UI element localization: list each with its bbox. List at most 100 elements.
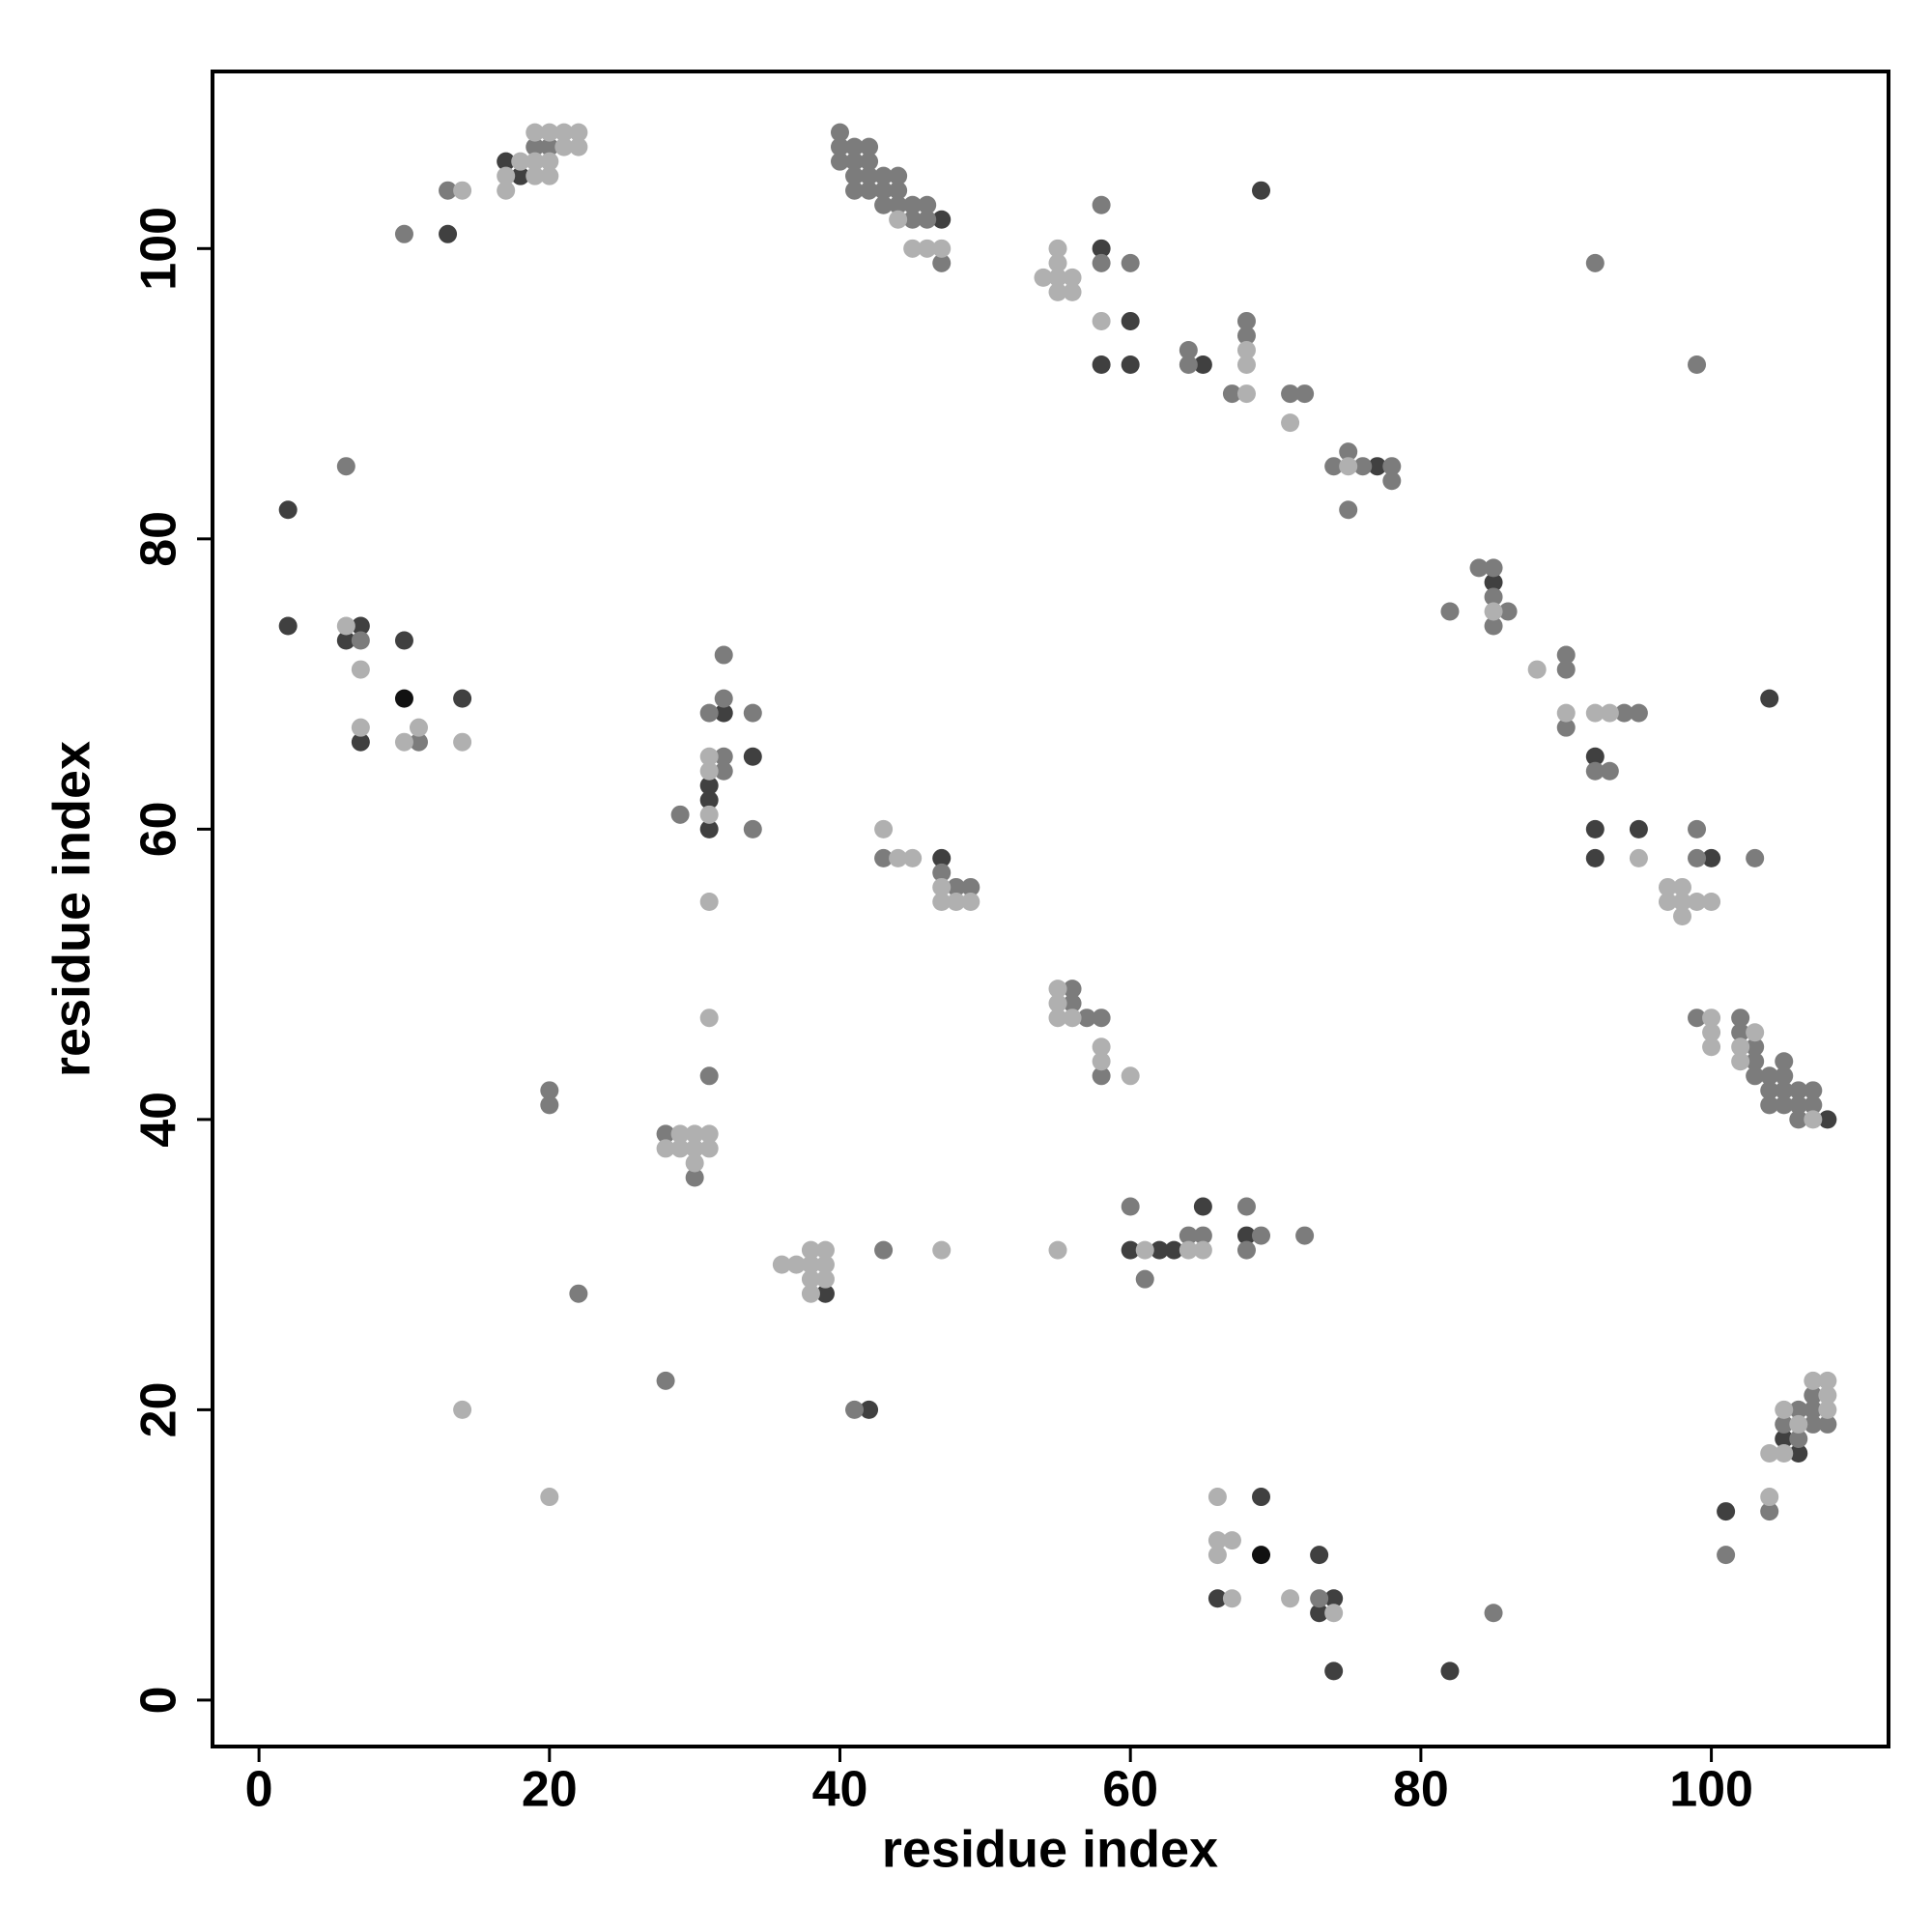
y-tick-label: 100 (131, 207, 187, 291)
point (1600, 761, 1619, 781)
point (801, 1255, 820, 1274)
point (801, 1240, 820, 1260)
point (656, 1371, 675, 1390)
point (699, 819, 719, 838)
point (1135, 1269, 1154, 1289)
point (1121, 253, 1140, 272)
point (815, 1269, 835, 1289)
point (1281, 1589, 1300, 1608)
point (1804, 1081, 1823, 1100)
point (918, 210, 937, 229)
point (394, 224, 413, 243)
point (1236, 326, 1256, 345)
point (336, 457, 355, 476)
point (439, 224, 458, 243)
point (699, 892, 719, 911)
point (961, 877, 980, 896)
point (1222, 384, 1241, 404)
point (874, 181, 894, 200)
point (1281, 413, 1300, 433)
point (1164, 1240, 1183, 1260)
point (540, 1081, 559, 1100)
point (526, 137, 545, 156)
point (860, 1400, 879, 1419)
point (1121, 355, 1140, 375)
point (540, 166, 559, 185)
point (961, 892, 980, 911)
point (1789, 1400, 1808, 1419)
point (889, 166, 908, 185)
point (1702, 1009, 1721, 1028)
point (1688, 819, 1707, 838)
point (830, 152, 849, 171)
point (1804, 1371, 1823, 1390)
point (394, 631, 413, 650)
point (874, 195, 894, 214)
point (554, 137, 574, 156)
point (409, 718, 428, 737)
point (336, 631, 355, 650)
point (860, 181, 879, 200)
point (569, 137, 588, 156)
point (685, 1124, 704, 1144)
point (394, 689, 413, 708)
point (540, 123, 559, 142)
point (699, 1124, 719, 1144)
point (874, 1240, 894, 1260)
x-tick-label: 80 (1393, 1762, 1449, 1818)
point (1121, 1197, 1140, 1216)
point (1179, 340, 1198, 359)
point (1746, 1037, 1765, 1057)
point (1585, 848, 1605, 867)
point (1324, 1589, 1344, 1608)
point (1760, 1081, 1779, 1100)
point (699, 790, 719, 810)
point (1760, 1066, 1779, 1086)
point (1236, 1240, 1256, 1260)
point (1092, 355, 1111, 375)
point (714, 645, 733, 665)
point (670, 1139, 690, 1158)
point (1179, 1240, 1198, 1260)
point (1658, 892, 1677, 911)
point (1310, 1589, 1329, 1608)
point (1789, 1081, 1808, 1100)
point (453, 181, 472, 200)
point (1092, 1037, 1111, 1057)
point (845, 1400, 865, 1419)
point (1048, 253, 1067, 272)
point (1063, 1009, 1082, 1028)
point (1252, 181, 1271, 200)
point (1585, 747, 1605, 766)
point (1310, 1604, 1329, 1623)
point (1688, 848, 1707, 867)
point (714, 761, 733, 781)
point (1556, 718, 1576, 737)
point (1382, 457, 1402, 476)
point (1760, 689, 1779, 708)
point (1034, 268, 1053, 287)
point (889, 848, 908, 867)
point (845, 166, 865, 185)
point (932, 210, 952, 229)
point (932, 239, 952, 258)
point (714, 747, 733, 766)
point (1775, 1400, 1794, 1419)
point (1236, 1197, 1256, 1216)
point (1324, 1604, 1344, 1623)
point (1775, 1081, 1794, 1100)
point (815, 1255, 835, 1274)
point (1789, 1443, 1808, 1463)
point (801, 1284, 820, 1303)
point (278, 500, 298, 520)
point (1092, 1052, 1111, 1071)
point (1717, 1502, 1736, 1521)
point (1236, 1226, 1256, 1245)
point (1048, 239, 1067, 258)
point (1804, 1414, 1823, 1434)
point (1702, 892, 1721, 911)
point (903, 848, 923, 867)
point (1673, 877, 1692, 896)
point (1193, 1226, 1212, 1245)
point (1092, 1009, 1111, 1028)
